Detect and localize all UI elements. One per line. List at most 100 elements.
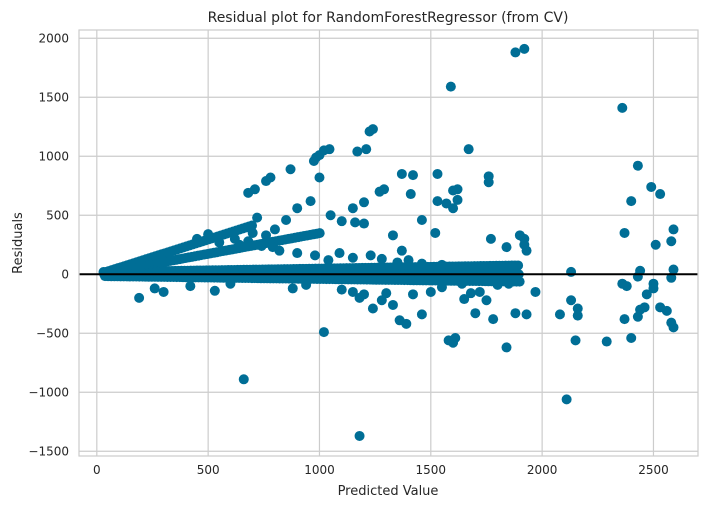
data-point xyxy=(503,265,514,276)
data-point xyxy=(225,278,236,289)
data-point xyxy=(269,224,280,235)
data-point xyxy=(601,336,612,347)
data-point xyxy=(463,144,474,155)
data-point xyxy=(632,311,643,322)
data-point xyxy=(646,181,657,192)
data-point xyxy=(407,170,418,181)
data-point xyxy=(403,255,414,266)
data-point xyxy=(347,252,358,263)
data-point xyxy=(379,184,390,195)
data-point xyxy=(261,230,272,241)
data-point xyxy=(448,203,459,214)
data-point xyxy=(367,303,378,314)
data-point xyxy=(554,309,565,320)
y-axis-label: Residuals xyxy=(11,212,26,274)
y-tick-label: −1000 xyxy=(28,385,69,399)
data-point xyxy=(617,102,628,113)
y-tick-label: 1500 xyxy=(38,90,69,104)
data-point xyxy=(318,327,329,338)
data-point xyxy=(285,164,296,175)
data-point xyxy=(323,255,334,266)
data-point xyxy=(503,278,514,289)
data-point xyxy=(425,286,436,297)
data-point xyxy=(252,212,263,223)
data-point xyxy=(481,295,492,306)
data-point xyxy=(470,263,481,274)
data-point xyxy=(626,332,637,343)
data-point xyxy=(310,250,321,261)
data-point xyxy=(185,281,196,292)
data-points xyxy=(98,43,679,441)
x-tick-label: 0 xyxy=(93,463,101,477)
x-tick-label: 2000 xyxy=(527,463,558,477)
data-point xyxy=(648,283,659,294)
data-point xyxy=(392,257,403,268)
data-point xyxy=(149,283,160,294)
data-point xyxy=(510,308,521,319)
data-point xyxy=(407,289,418,300)
data-point xyxy=(632,271,643,282)
data-point xyxy=(243,187,254,198)
data-point xyxy=(387,230,398,241)
y-tick-label: 500 xyxy=(46,208,69,222)
y-tick-label: −1500 xyxy=(28,444,69,458)
data-point xyxy=(488,314,499,325)
x-axis-label: Predicted Value xyxy=(338,484,439,499)
data-point xyxy=(359,218,370,229)
data-point xyxy=(416,214,427,225)
data-point xyxy=(566,295,577,306)
data-point xyxy=(488,264,499,275)
data-point xyxy=(281,214,292,225)
data-point xyxy=(359,197,370,208)
data-point xyxy=(430,227,441,238)
data-point xyxy=(448,337,459,348)
data-point xyxy=(483,177,494,188)
data-point xyxy=(247,220,258,231)
data-point xyxy=(350,217,361,228)
data-point xyxy=(256,240,267,251)
data-point xyxy=(572,303,583,314)
data-point xyxy=(376,253,387,264)
data-point xyxy=(632,160,643,171)
data-point xyxy=(387,299,398,310)
data-point xyxy=(396,245,407,256)
data-point xyxy=(292,203,303,214)
data-point xyxy=(465,288,476,299)
data-point xyxy=(452,262,463,273)
data-point xyxy=(261,176,272,187)
data-point xyxy=(134,292,145,303)
data-point xyxy=(436,259,447,270)
data-point xyxy=(364,126,375,137)
data-point xyxy=(416,309,427,320)
data-point xyxy=(405,189,416,200)
data-point xyxy=(668,264,679,275)
data-point xyxy=(666,272,677,283)
y-tick-label: 0 xyxy=(61,267,69,281)
data-point xyxy=(347,286,358,297)
data-point xyxy=(243,236,254,247)
data-point xyxy=(301,279,312,290)
data-point xyxy=(572,310,583,321)
data-point xyxy=(347,203,358,214)
data-point xyxy=(432,168,443,179)
data-point xyxy=(639,302,650,313)
data-point xyxy=(314,172,325,183)
data-point xyxy=(432,196,443,207)
data-point xyxy=(619,314,630,325)
data-point xyxy=(192,233,203,244)
tick-labels: 0 500 1000 1500 2000 2500 −1500 −1000 −500 0 500 10… xyxy=(28,31,668,477)
x-tick-label: 1500 xyxy=(416,463,447,477)
data-point xyxy=(214,237,225,248)
data-point xyxy=(661,305,672,316)
plot-frame xyxy=(78,29,699,457)
data-point xyxy=(396,168,407,179)
data-point xyxy=(521,245,532,256)
data-point xyxy=(381,288,392,299)
data-point xyxy=(365,250,376,261)
data-point xyxy=(655,189,666,200)
y-tick-label: 1000 xyxy=(38,149,69,163)
data-point xyxy=(308,155,319,166)
data-point xyxy=(619,227,630,238)
data-point xyxy=(474,286,485,297)
